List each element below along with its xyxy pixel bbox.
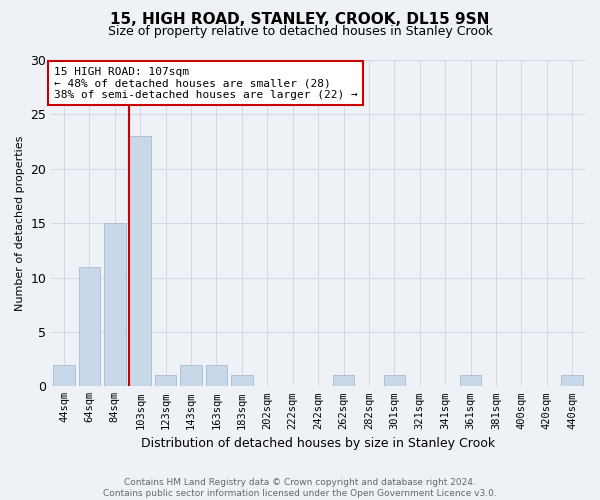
Bar [130, 136, 151, 386]
Bar [333, 376, 355, 386]
Text: Contains HM Land Registry data © Crown copyright and database right 2024.
Contai: Contains HM Land Registry data © Crown c… [103, 478, 497, 498]
Bar [206, 364, 227, 386]
Y-axis label: Number of detached properties: Number of detached properties [15, 136, 25, 311]
Text: 15 HIGH ROAD: 107sqm
← 48% of detached houses are smaller (28)
38% of semi-detac: 15 HIGH ROAD: 107sqm ← 48% of detached h… [54, 66, 358, 100]
Bar [79, 266, 100, 386]
Bar [231, 376, 253, 386]
Bar [104, 223, 125, 386]
X-axis label: Distribution of detached houses by size in Stanley Crook: Distribution of detached houses by size … [141, 437, 495, 450]
Bar [53, 364, 75, 386]
Text: Size of property relative to detached houses in Stanley Crook: Size of property relative to detached ho… [107, 25, 493, 38]
Bar [180, 364, 202, 386]
Text: 15, HIGH ROAD, STANLEY, CROOK, DL15 9SN: 15, HIGH ROAD, STANLEY, CROOK, DL15 9SN [110, 12, 490, 28]
Bar [383, 376, 405, 386]
Bar [562, 376, 583, 386]
Bar [155, 376, 176, 386]
Bar [460, 376, 481, 386]
